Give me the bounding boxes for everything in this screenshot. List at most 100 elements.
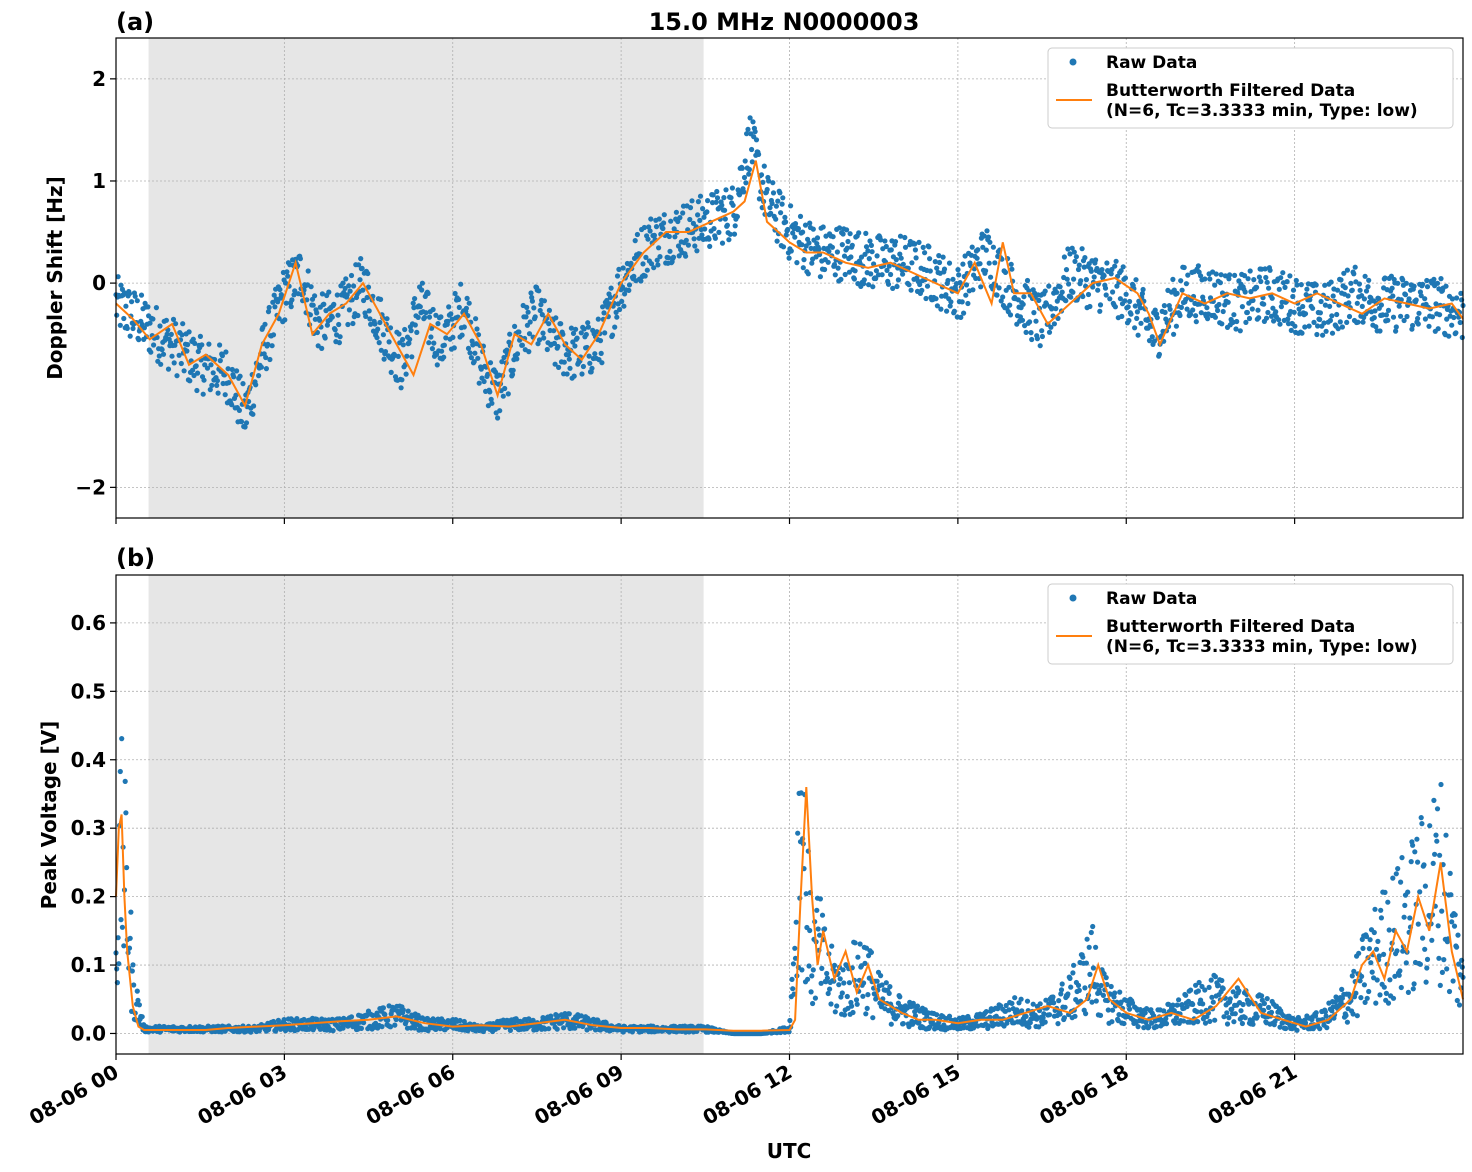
raw-data-point [900, 261, 906, 267]
raw-data-point [364, 294, 370, 301]
raw-data-point [1079, 246, 1085, 252]
raw-data-point [291, 292, 297, 298]
raw-data-point [1377, 328, 1383, 334]
raw-data-point [1173, 323, 1179, 329]
raw-data-point [119, 736, 125, 742]
raw-data-point [523, 314, 529, 320]
raw-data-point [817, 896, 824, 902]
raw-data-point [1329, 330, 1336, 336]
raw-data-point [1108, 271, 1114, 277]
raw-data-point [1344, 267, 1350, 273]
raw-data-point [863, 230, 869, 236]
raw-data-point [616, 266, 622, 272]
raw-data-point [336, 321, 342, 328]
raw-data-point [1224, 1010, 1230, 1016]
raw-data-point [1390, 875, 1396, 881]
raw-data-point [1459, 334, 1465, 341]
raw-data-point [1385, 1000, 1392, 1006]
raw-data-point [195, 370, 201, 376]
raw-data-point [1058, 987, 1065, 993]
raw-data-point [888, 1021, 894, 1027]
raw-data-point [730, 202, 736, 208]
raw-data-point [1137, 305, 1143, 311]
raw-data-point [321, 301, 327, 307]
raw-data-point [862, 251, 868, 257]
y-tick-label: 0 [92, 271, 106, 295]
y-tick-label: 0.6 [71, 611, 106, 635]
raw-data-point [565, 352, 572, 358]
raw-data-point [272, 304, 278, 310]
raw-data-point [1416, 310, 1422, 316]
raw-data-point [1190, 1020, 1197, 1026]
raw-data-point [530, 1017, 536, 1023]
raw-data-point [864, 1005, 870, 1012]
raw-data-point [902, 234, 908, 241]
raw-data-point [897, 233, 904, 239]
raw-data-point [526, 331, 533, 337]
raw-data-point [1290, 293, 1296, 300]
raw-data-point [874, 253, 880, 259]
raw-data-point [1100, 992, 1106, 999]
raw-data-point [1140, 286, 1146, 293]
raw-data-point [147, 320, 153, 326]
raw-data-point [1407, 915, 1413, 921]
raw-data-point [163, 317, 169, 323]
raw-data-point [1299, 330, 1305, 336]
raw-data-point [855, 954, 861, 960]
raw-data-point [1216, 301, 1222, 308]
raw-data-point [160, 351, 167, 357]
raw-data-point [1322, 1009, 1328, 1015]
raw-data-point [1400, 277, 1406, 283]
raw-data-point [1339, 324, 1345, 330]
raw-data-point [713, 199, 719, 205]
raw-data-point [1401, 317, 1407, 324]
raw-data-point [358, 1025, 364, 1031]
raw-data-point [531, 305, 537, 311]
raw-data-point [1007, 312, 1014, 318]
raw-data-point [890, 285, 896, 291]
raw-data-point [1251, 277, 1257, 283]
raw-data-point [1046, 1012, 1053, 1018]
raw-data-point [1240, 1001, 1246, 1008]
raw-data-point [1190, 1001, 1196, 1008]
raw-data-point [263, 354, 269, 361]
raw-data-point [322, 335, 328, 341]
raw-data-point [1043, 997, 1049, 1003]
raw-data-point [1068, 984, 1074, 990]
raw-data-point [723, 187, 729, 193]
raw-data-point [430, 306, 436, 313]
raw-data-point [1449, 296, 1455, 302]
raw-data-point [1322, 282, 1328, 288]
raw-data-point [1151, 338, 1157, 344]
raw-data-point [1438, 276, 1444, 282]
raw-data-point [1276, 286, 1282, 292]
raw-data-point [1378, 907, 1384, 913]
raw-data-point [1334, 311, 1340, 318]
raw-data-point [507, 1027, 513, 1033]
raw-data-point [828, 1001, 834, 1007]
raw-data-point [1270, 305, 1276, 311]
raw-data-point [685, 242, 692, 248]
raw-data-point [651, 265, 657, 271]
raw-data-point [934, 303, 941, 309]
raw-data-point [1284, 279, 1290, 285]
raw-data-point [782, 214, 788, 220]
raw-data-point [945, 277, 951, 284]
raw-data-point [1093, 998, 1099, 1004]
raw-data-point [1303, 292, 1309, 298]
raw-data-point [789, 976, 795, 983]
raw-data-point [186, 329, 192, 335]
raw-data-point [1084, 936, 1090, 942]
raw-data-point [124, 325, 130, 331]
raw-data-point [873, 996, 879, 1002]
raw-data-point [626, 287, 632, 293]
raw-data-point [1076, 262, 1082, 268]
raw-data-point [619, 298, 625, 304]
raw-data-point [384, 316, 390, 322]
raw-data-point [282, 280, 289, 286]
raw-data-point [920, 244, 926, 250]
raw-data-point [750, 119, 756, 125]
chart-title: 15.0 MHz N0000003 [649, 8, 920, 36]
raw-data-point [1088, 268, 1094, 274]
raw-data-point [1310, 1026, 1316, 1032]
